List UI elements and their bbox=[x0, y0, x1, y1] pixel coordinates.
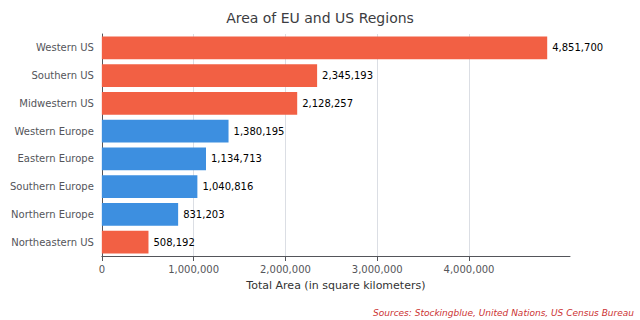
svg-text:Total Area (in square kilomete: Total Area (in square kilometers) bbox=[245, 279, 425, 292]
svg-text:Northeastern US: Northeastern US bbox=[11, 237, 94, 248]
svg-text:2,000,000: 2,000,000 bbox=[260, 264, 311, 275]
svg-text:1,000,000: 1,000,000 bbox=[168, 264, 219, 275]
svg-text:3,000,000: 3,000,000 bbox=[352, 264, 403, 275]
svg-text:2,128,257: 2,128,257 bbox=[302, 98, 353, 109]
svg-text:2,345,193: 2,345,193 bbox=[322, 70, 373, 81]
svg-text:Northern Europe: Northern Europe bbox=[11, 209, 94, 220]
svg-text:Midwestern US: Midwestern US bbox=[19, 98, 94, 109]
svg-text:831,203: 831,203 bbox=[183, 209, 224, 220]
svg-text:0: 0 bbox=[99, 264, 105, 275]
svg-text:Western US: Western US bbox=[36, 42, 94, 53]
svg-text:4,851,700: 4,851,700 bbox=[552, 42, 603, 53]
svg-text:1,380,195: 1,380,195 bbox=[234, 126, 285, 137]
svg-text:Eastern Europe: Eastern Europe bbox=[17, 153, 93, 164]
svg-text:Southern US: Southern US bbox=[31, 70, 93, 81]
svg-text:Southern Europe: Southern Europe bbox=[10, 181, 94, 192]
svg-text:1,134,713: 1,134,713 bbox=[211, 153, 262, 164]
svg-text:1,040,816: 1,040,816 bbox=[202, 181, 253, 192]
svg-text:4,000,000: 4,000,000 bbox=[444, 264, 495, 275]
svg-text:Sources: Stockingblue, United: Sources: Stockingblue, United Nations, U… bbox=[373, 308, 634, 318]
svg-text:508,192: 508,192 bbox=[153, 237, 194, 248]
svg-text:Area of EU and US Regions: Area of EU and US Regions bbox=[226, 10, 414, 26]
svg-text:Western Europe: Western Europe bbox=[14, 126, 93, 137]
